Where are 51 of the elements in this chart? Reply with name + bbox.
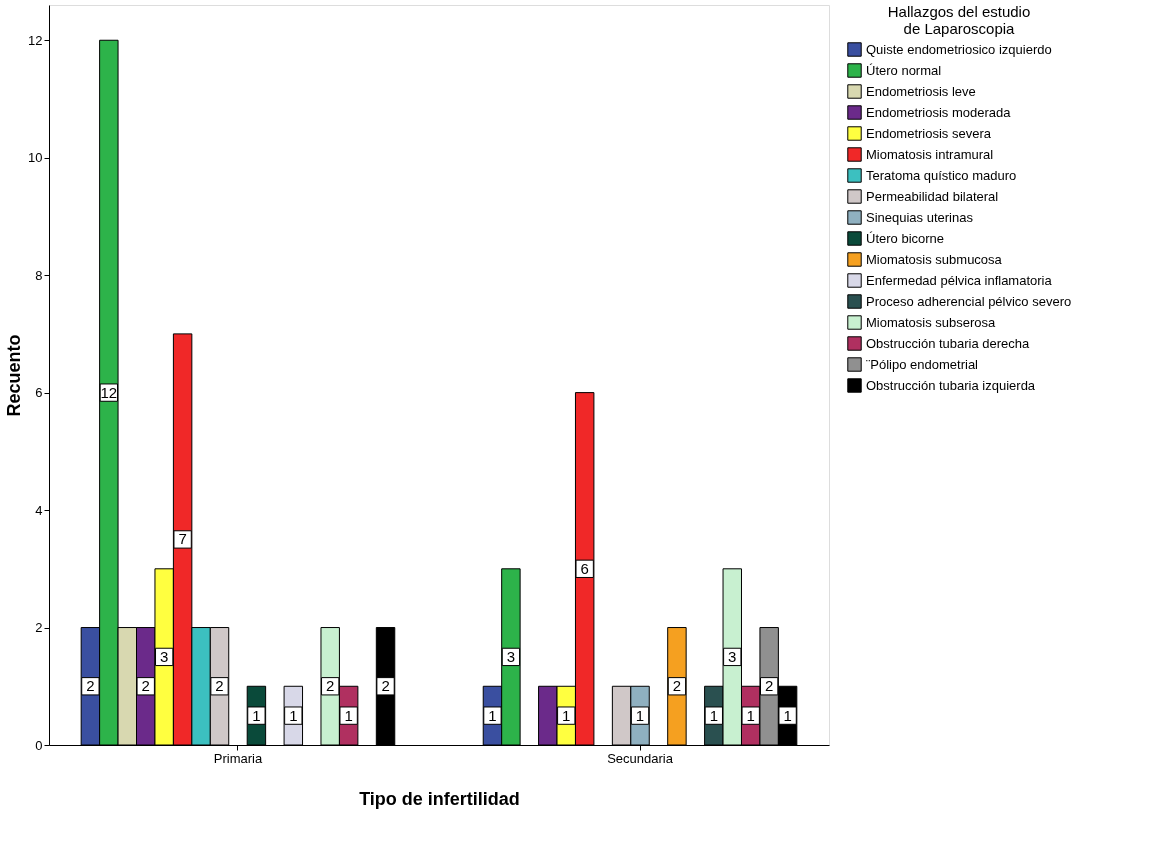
data-label: 1 bbox=[252, 706, 261, 724]
data-label: 1 bbox=[746, 706, 755, 724]
y-tick-label: 4 bbox=[35, 502, 43, 518]
legend-label: Endometriosis leve bbox=[866, 83, 976, 99]
data-label: 1 bbox=[289, 706, 298, 724]
data-label: 1 bbox=[344, 706, 353, 724]
x-tick-label: Primaria bbox=[213, 750, 263, 766]
y-tick-label: 10 bbox=[28, 150, 43, 166]
legend-label: Miomatosis intramural bbox=[866, 146, 994, 162]
x-tick-label: Secundaria bbox=[607, 750, 674, 766]
data-label: 2 bbox=[326, 677, 335, 695]
legend-label: Sinequias uterinas bbox=[866, 209, 974, 225]
data-label: 6 bbox=[580, 559, 589, 577]
legend-label: Teratoma quístico maduro bbox=[866, 167, 1017, 183]
data-label: 2 bbox=[141, 677, 150, 695]
y-tick-label: 8 bbox=[35, 267, 43, 283]
data-label: 1 bbox=[562, 706, 571, 724]
y-tick-label: 6 bbox=[35, 385, 43, 401]
legend-label: Endometriosis severa bbox=[866, 125, 992, 141]
x-axis-title: Tipo de infertilidad bbox=[359, 788, 520, 809]
data-label: 2 bbox=[672, 677, 682, 695]
data-label: 12 bbox=[100, 383, 118, 401]
legend-label: ¨Pólipo endometrial bbox=[866, 356, 979, 372]
data-label: 1 bbox=[709, 706, 718, 724]
y-tick-label: 12 bbox=[28, 32, 43, 48]
legend-label: Proceso adherencial pélvico severo bbox=[866, 293, 1072, 309]
data-label: 7 bbox=[178, 530, 187, 548]
data-label: 2 bbox=[381, 677, 390, 695]
data-label: 2 bbox=[86, 677, 95, 695]
data-label: 1 bbox=[783, 706, 792, 724]
data-label: 1 bbox=[488, 706, 497, 724]
legend-label: Útero bicorne bbox=[866, 230, 945, 246]
y-tick-label: 0 bbox=[35, 737, 43, 753]
legend-label: Enfermedad pélvica inflamatoria bbox=[866, 272, 1053, 288]
y-tick-label: 2 bbox=[35, 620, 43, 636]
legend-label: Permeabilidad bilateral bbox=[866, 188, 999, 204]
data-label: 2 bbox=[215, 677, 224, 695]
data-label: 3 bbox=[728, 647, 737, 665]
legend-label: Obstrucción tubaria izquierda bbox=[866, 377, 1036, 393]
legend-label: Miomatosis subserosa bbox=[866, 314, 997, 330]
data-label: 3 bbox=[160, 647, 169, 665]
data-label: 1 bbox=[635, 706, 645, 724]
legend-label: Quiste endometriosico izquierdo bbox=[866, 41, 1052, 57]
data-label: 2 bbox=[764, 677, 774, 695]
y-axis-title: Recuento bbox=[4, 334, 25, 417]
legend-label: Obstrucción tubaria derecha bbox=[866, 335, 1031, 351]
legend-label: Endometriosis moderada bbox=[866, 104, 1012, 120]
legend-label: Miomatosis submucosa bbox=[866, 251, 1003, 267]
legend-label: Útero normal bbox=[866, 62, 942, 78]
data-label: 3 bbox=[506, 647, 516, 665]
legend-title: Hallazgos del estudio de Laparoscopia bbox=[887, 3, 1031, 37]
